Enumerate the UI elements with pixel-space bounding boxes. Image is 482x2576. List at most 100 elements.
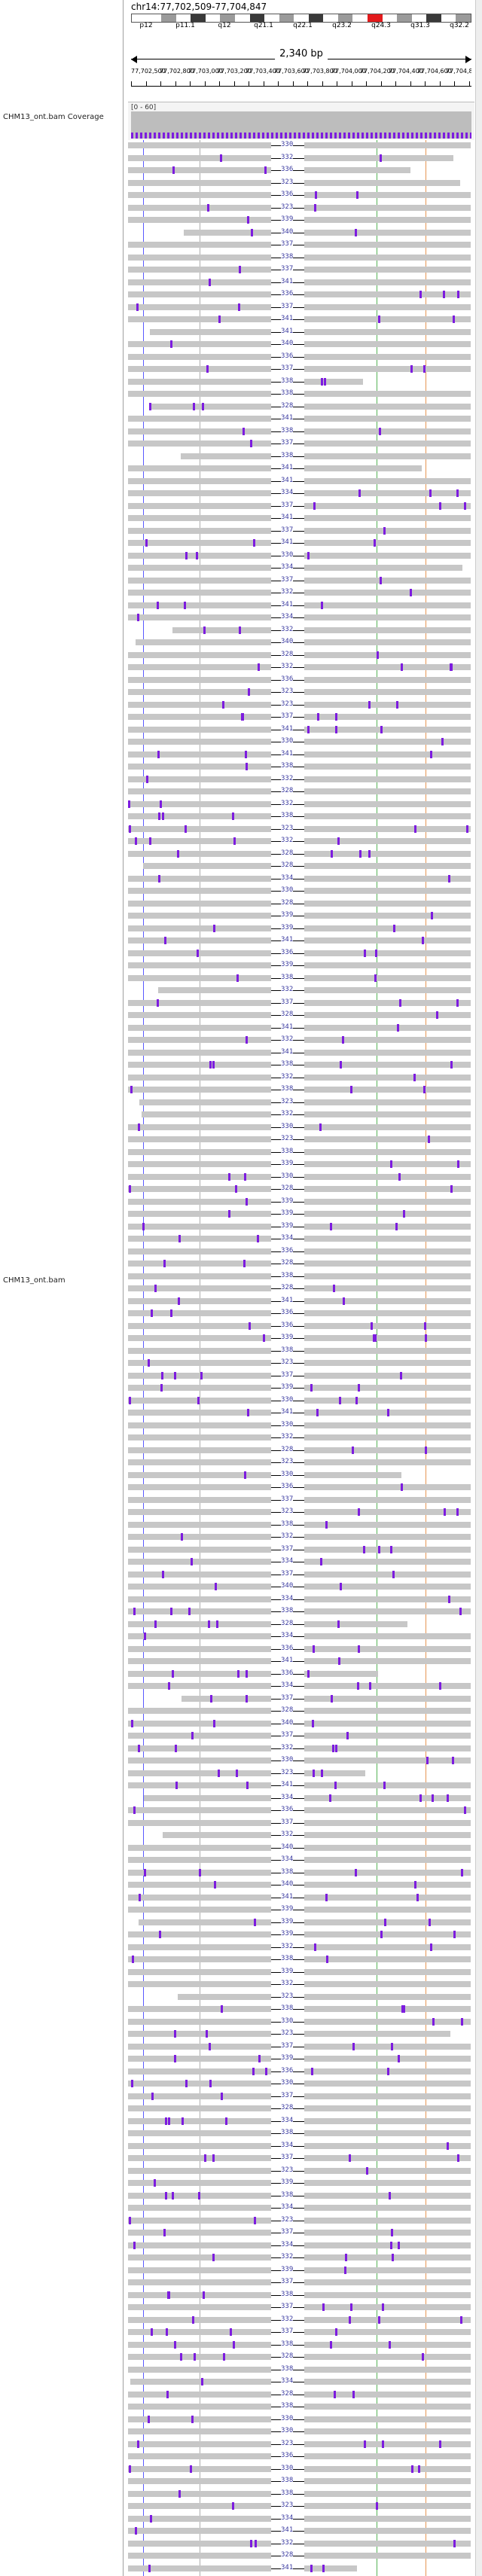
aligned-read[interactable] bbox=[128, 2491, 271, 2497]
aligned-read[interactable] bbox=[304, 515, 471, 521]
aligned-read[interactable] bbox=[128, 901, 271, 907]
aligned-read[interactable] bbox=[304, 1199, 471, 1205]
insertion-marker[interactable] bbox=[387, 2068, 389, 2075]
insertion-marker[interactable] bbox=[251, 229, 253, 236]
insertion-marker[interactable] bbox=[220, 154, 222, 162]
aligned-read[interactable] bbox=[128, 1224, 271, 1230]
aligned-read[interactable] bbox=[304, 714, 471, 720]
aligned-read[interactable] bbox=[304, 1000, 471, 1006]
insertion-marker[interactable] bbox=[380, 154, 382, 162]
insertion-marker[interactable] bbox=[431, 912, 433, 919]
insertion-marker[interactable] bbox=[335, 726, 337, 733]
aligned-read[interactable] bbox=[158, 987, 271, 993]
aligned-read[interactable] bbox=[304, 2168, 471, 2174]
aligned-read[interactable] bbox=[128, 1584, 271, 1590]
insertion-marker[interactable] bbox=[325, 1521, 328, 1529]
insertion-marker[interactable] bbox=[389, 2341, 391, 2349]
aligned-read[interactable] bbox=[304, 1770, 365, 1776]
insertion-marker[interactable] bbox=[258, 2055, 261, 2062]
insertion-marker[interactable] bbox=[206, 365, 209, 373]
locus-label[interactable]: chr14:77,702,509-77,704,847 bbox=[131, 2, 267, 12]
aligned-read[interactable] bbox=[304, 1434, 471, 1440]
insertion-marker[interactable] bbox=[185, 2080, 188, 2087]
aligned-read[interactable] bbox=[304, 2279, 471, 2285]
aligned-read[interactable] bbox=[128, 962, 271, 968]
insertion-marker[interactable] bbox=[131, 1720, 133, 1727]
aligned-read[interactable] bbox=[128, 1782, 271, 1788]
insertion-marker[interactable] bbox=[253, 539, 255, 547]
insertion-marker[interactable] bbox=[378, 1546, 380, 1553]
aligned-read[interactable] bbox=[304, 1956, 471, 1962]
aligned-read[interactable] bbox=[304, 913, 471, 919]
aligned-read[interactable] bbox=[128, 2503, 271, 2509]
insertion-marker[interactable] bbox=[410, 365, 413, 373]
aligned-read[interactable] bbox=[304, 2267, 471, 2273]
aligned-read[interactable] bbox=[128, 888, 271, 894]
insertion-marker[interactable] bbox=[165, 2117, 167, 2125]
aligned-read[interactable] bbox=[128, 2242, 271, 2248]
insertion-marker[interactable] bbox=[320, 1558, 322, 1565]
insertion-marker[interactable] bbox=[423, 365, 426, 373]
insertion-marker[interactable] bbox=[221, 2093, 223, 2100]
aligned-read[interactable] bbox=[304, 1820, 471, 1826]
insertion-marker[interactable] bbox=[175, 1782, 178, 1789]
insertion-marker[interactable] bbox=[129, 1397, 131, 1404]
aligned-read[interactable] bbox=[142, 1111, 271, 1117]
insertion-marker[interactable] bbox=[191, 1558, 193, 1565]
aligned-read[interactable] bbox=[128, 1298, 271, 1304]
insertion-marker[interactable] bbox=[384, 1919, 386, 1926]
insertion-marker[interactable] bbox=[376, 2502, 378, 2510]
aligned-read[interactable] bbox=[304, 2006, 471, 2012]
aligned-read[interactable] bbox=[128, 1708, 271, 1714]
aligned-read[interactable] bbox=[128, 354, 271, 360]
insertion-marker[interactable] bbox=[148, 1359, 150, 1367]
aligned-read[interactable] bbox=[304, 2081, 471, 2087]
aligned-read[interactable] bbox=[128, 1646, 271, 1652]
aligned-read[interactable] bbox=[304, 664, 471, 670]
aligned-read[interactable] bbox=[304, 1335, 471, 1341]
insertion-marker[interactable] bbox=[464, 502, 466, 510]
aligned-read[interactable] bbox=[304, 1944, 471, 1950]
aligned-read[interactable] bbox=[304, 2056, 471, 2062]
aligned-read[interactable] bbox=[128, 1459, 271, 1465]
aligned-read[interactable] bbox=[128, 1497, 271, 1503]
aligned-read[interactable] bbox=[128, 2416, 271, 2422]
insertion-marker[interactable] bbox=[335, 713, 337, 721]
aligned-read[interactable] bbox=[128, 2565, 271, 2571]
insertion-marker[interactable] bbox=[212, 1061, 215, 1069]
aligned-read[interactable] bbox=[128, 590, 271, 596]
insertion-marker[interactable] bbox=[207, 204, 209, 212]
aligned-read[interactable] bbox=[304, 1795, 471, 1801]
aligned-read[interactable] bbox=[304, 316, 471, 322]
aligned-read[interactable] bbox=[128, 2044, 271, 2050]
aligned-read[interactable] bbox=[128, 2019, 271, 2025]
insertion-marker[interactable] bbox=[138, 1123, 140, 1131]
aligned-read[interactable] bbox=[304, 1870, 471, 1876]
insertion-marker[interactable] bbox=[380, 577, 382, 584]
aligned-read[interactable] bbox=[128, 2329, 271, 2335]
aligned-read[interactable] bbox=[304, 1124, 471, 1130]
aligned-read[interactable] bbox=[178, 1994, 271, 2000]
aligned-read[interactable] bbox=[128, 1248, 271, 1254]
chromosome-ideogram[interactable] bbox=[131, 14, 471, 23]
insertion-marker[interactable] bbox=[363, 1546, 365, 1553]
insertion-marker[interactable] bbox=[321, 378, 323, 386]
insertion-marker[interactable] bbox=[174, 2030, 176, 2038]
insertion-marker[interactable] bbox=[170, 1608, 172, 1615]
insertion-marker[interactable] bbox=[355, 1869, 357, 1876]
insertion-marker[interactable] bbox=[142, 1223, 145, 1230]
insertion-marker[interactable] bbox=[425, 1334, 427, 1342]
insertion-marker[interactable] bbox=[254, 1919, 256, 1926]
insertion-marker[interactable] bbox=[330, 2341, 332, 2349]
insertion-marker[interactable] bbox=[324, 378, 326, 386]
aligned-read[interactable] bbox=[128, 1050, 271, 1056]
insertion-marker[interactable] bbox=[249, 1322, 251, 1330]
insertion-marker[interactable] bbox=[233, 2341, 235, 2349]
insertion-marker[interactable] bbox=[128, 800, 130, 808]
aligned-read[interactable] bbox=[128, 602, 271, 608]
insertion-marker[interactable] bbox=[314, 1943, 316, 1951]
insertion-marker[interactable] bbox=[352, 2391, 355, 2398]
aligned-read[interactable] bbox=[304, 1497, 471, 1503]
insertion-marker[interactable] bbox=[397, 1024, 399, 1032]
aligned-read[interactable] bbox=[304, 2205, 471, 2211]
